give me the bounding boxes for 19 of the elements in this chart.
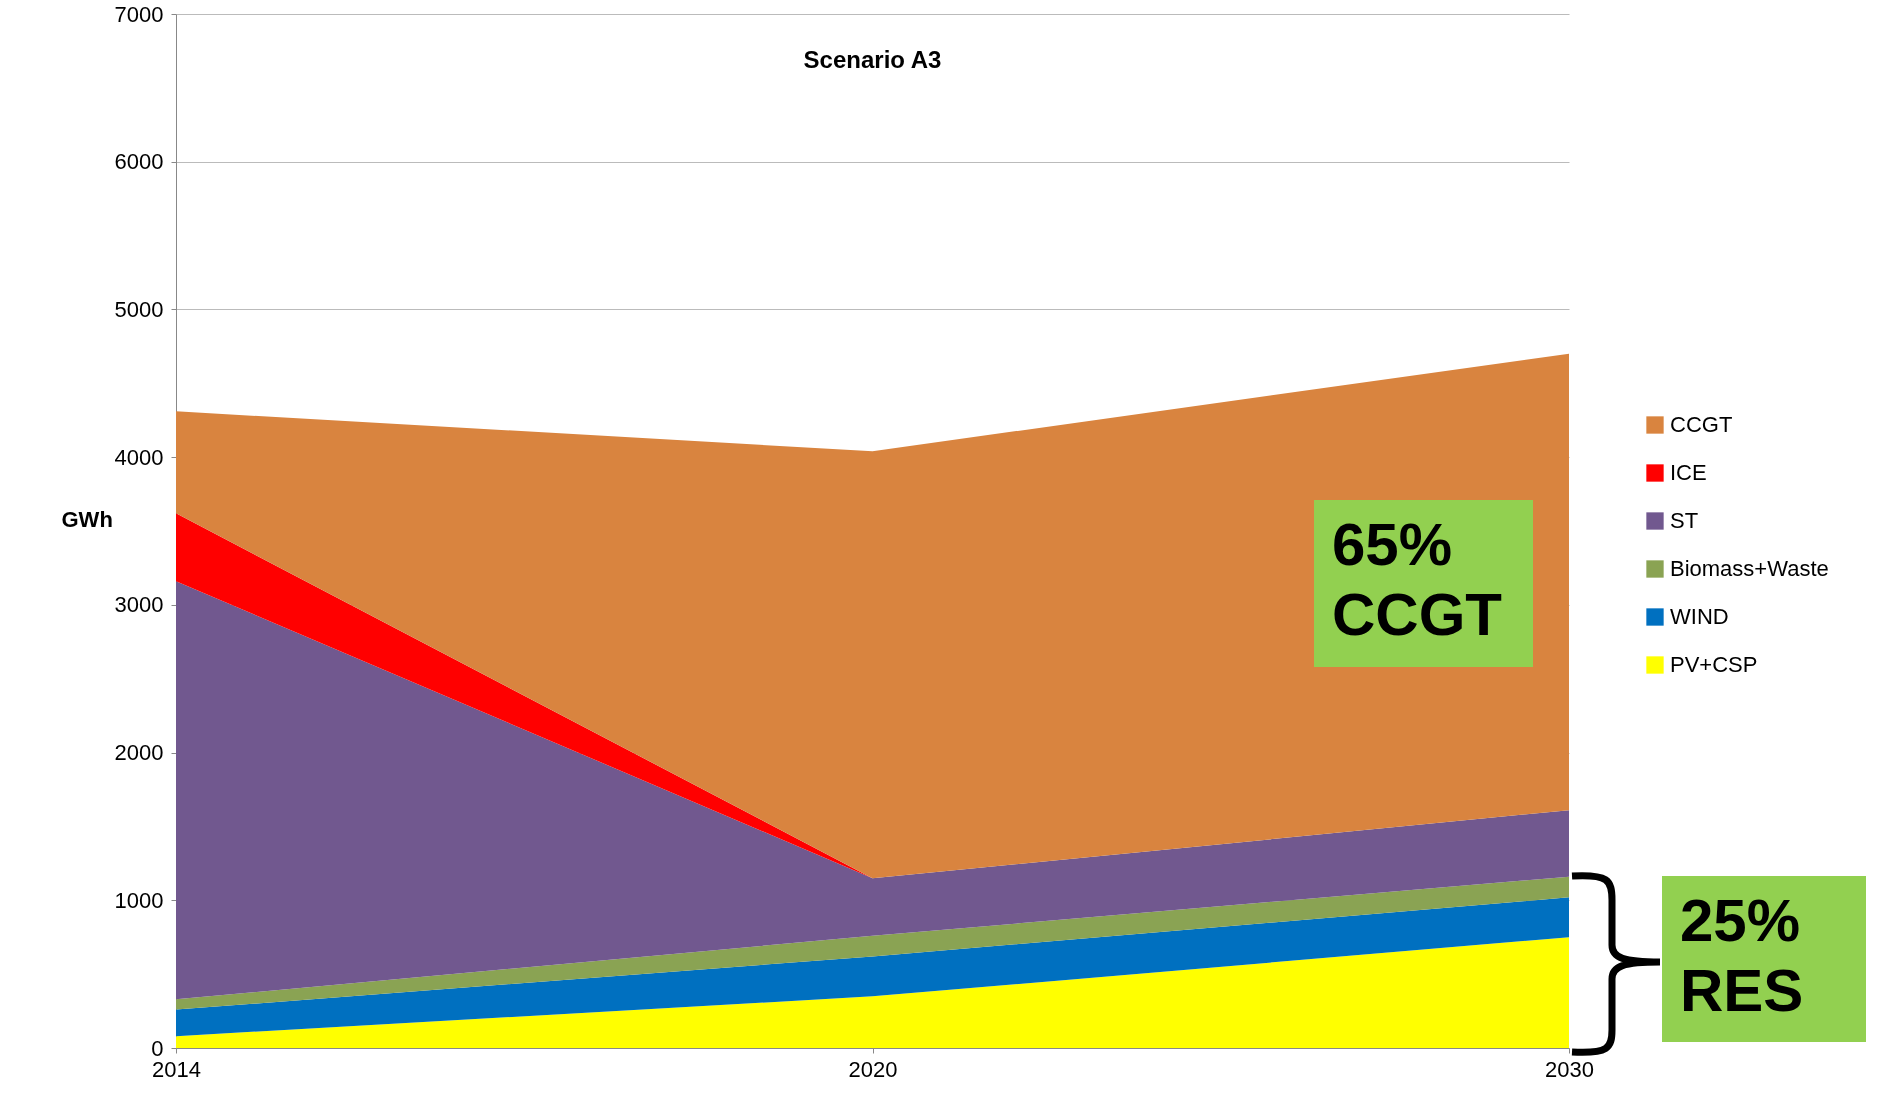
y-tick-label: 2000 bbox=[114, 740, 164, 766]
legend-label: PV+CSP bbox=[1670, 652, 1758, 677]
legend-label: Biomass+Waste bbox=[1670, 556, 1829, 581]
legend-label: WIND bbox=[1670, 604, 1729, 629]
y-tick-label: 7000 bbox=[114, 1, 164, 27]
legend-label: ICE bbox=[1670, 460, 1707, 485]
y-tick-label: 1000 bbox=[114, 887, 164, 913]
x-tick-label: 2030 bbox=[1545, 1056, 1594, 1082]
y-tick-label: 3000 bbox=[114, 592, 164, 618]
annotation: 65% CCGT bbox=[1314, 500, 1533, 667]
text: Scenario A3 bbox=[803, 46, 942, 73]
y-tick-label: 6000 bbox=[114, 149, 164, 175]
y-tick-label: 5000 bbox=[114, 296, 164, 322]
legend-label: CCGT bbox=[1670, 412, 1733, 437]
x-tick-label: 2020 bbox=[848, 1056, 898, 1082]
legend-label: ST bbox=[1670, 508, 1699, 533]
text: 25% RES bbox=[1662, 876, 1866, 1042]
y-tick-label: 4000 bbox=[114, 444, 164, 470]
y-axis-title: GWh bbox=[61, 506, 113, 532]
